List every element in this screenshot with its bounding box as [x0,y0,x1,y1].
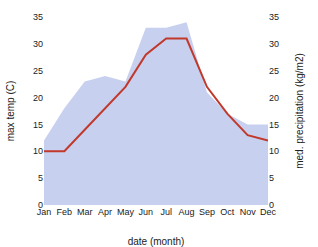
svg-text:5: 5 [269,173,274,183]
svg-text:15: 15 [269,120,279,130]
svg-text:10: 10 [33,146,43,156]
svg-text:20: 20 [269,93,279,103]
svg-text:0: 0 [269,200,274,210]
svg-text:30: 30 [33,39,43,49]
svg-text:Nov: Nov [240,207,257,217]
svg-text:Feb: Feb [57,207,73,217]
svg-text:Mar: Mar [77,207,93,217]
svg-text:Apr: Apr [98,207,112,217]
svg-text:max temp (C): max temp (C) [5,81,16,142]
svg-text:Jul: Jul [160,207,172,217]
svg-text:15: 15 [33,120,43,130]
svg-text:25: 25 [269,66,279,76]
svg-text:0: 0 [38,200,43,210]
svg-text:Aug: Aug [179,207,195,217]
svg-text:Jun: Jun [139,207,154,217]
svg-text:date (month): date (month) [128,236,185,247]
svg-text:May: May [117,207,135,217]
svg-text:20: 20 [33,93,43,103]
svg-text:5: 5 [38,173,43,183]
svg-text:25: 25 [33,66,43,76]
svg-text:Jan: Jan [37,207,52,217]
svg-text:Dec: Dec [260,207,277,217]
svg-text:30: 30 [269,39,279,49]
svg-text:35: 35 [33,12,43,22]
svg-text:10: 10 [269,146,279,156]
svg-text:Sep: Sep [199,207,215,217]
svg-text:35: 35 [269,12,279,22]
svg-text:Oct: Oct [220,207,235,217]
svg-text:med. precipitation (kg/m2): med. precipitation (kg/m2) [294,53,305,169]
